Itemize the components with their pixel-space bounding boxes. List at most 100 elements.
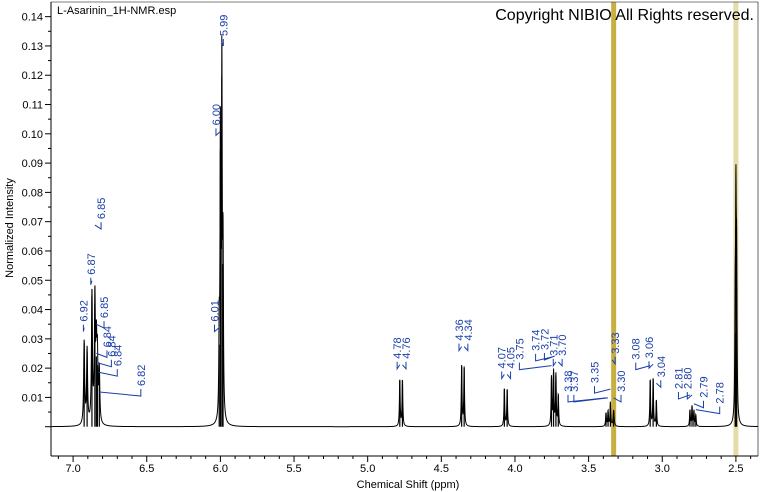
peak-label: 3.35 xyxy=(590,362,602,383)
peak-label: 2.80 xyxy=(682,368,694,389)
peak-label: 4.36 xyxy=(454,319,466,340)
x-axis-label: Chemical Shift (ppm) xyxy=(357,479,460,491)
peak-label-leader xyxy=(98,369,118,377)
peak-label: 6.85 xyxy=(96,198,108,219)
x-tick-label: 3.5 xyxy=(581,463,596,475)
peak-label: 3.72 xyxy=(539,329,551,350)
chart-title: L-Asarinin_1H-NMR.esp xyxy=(57,5,176,17)
x-tick-label: 2.5 xyxy=(728,463,743,475)
peak-label: 4.78 xyxy=(392,337,404,358)
peak-label: 3.70 xyxy=(557,334,569,355)
peak-label-leader xyxy=(97,359,112,368)
x-tick-label: 6.0 xyxy=(213,463,228,475)
peak-label: 2.81 xyxy=(673,368,685,389)
y-tick-label: 0.07 xyxy=(22,217,43,229)
peak-label: 3.30 xyxy=(616,370,628,391)
peak-label-leader xyxy=(82,324,85,332)
y-tick-label: 0.08 xyxy=(22,187,43,199)
peak-label-leader xyxy=(557,358,563,368)
peak-label: 2.79 xyxy=(699,376,711,397)
peak-label: 3.74 xyxy=(531,329,543,350)
spectrum-line xyxy=(51,35,759,428)
peak-label: 6.84 xyxy=(106,335,118,356)
peak-label-leader xyxy=(635,362,651,371)
peak-label-leader xyxy=(90,277,93,285)
x-tick-label: 3.0 xyxy=(655,463,670,475)
peak-label: 6.00 xyxy=(211,104,223,125)
peak-label-leader xyxy=(94,222,102,230)
peak-label-leader xyxy=(215,128,221,137)
peak-label-leader xyxy=(594,386,611,394)
peak-label-leader xyxy=(518,362,552,371)
y-tick-label: 0.06 xyxy=(22,246,43,258)
y-tick-label: 0.04 xyxy=(22,305,43,317)
peak-label: 6.87 xyxy=(86,253,98,274)
peak-label: 6.84 xyxy=(112,345,124,366)
x-tick-label: 5.5 xyxy=(286,463,301,475)
peak-label: 3.38 xyxy=(563,370,575,391)
peak-label-leader xyxy=(693,400,705,409)
peak-label-leader xyxy=(573,394,609,403)
y-tick-label: 0.13 xyxy=(22,41,43,53)
peak-label: 2.78 xyxy=(715,382,727,403)
x-ticks: 7.0 6.5 6.0 5.5 5.0 4.5 4.0 3.5 3.0 2.5 xyxy=(57,456,752,475)
peak-label: 3.37 xyxy=(569,370,581,391)
x-tick-label: 5.0 xyxy=(360,463,375,475)
peak-label: 3.71 xyxy=(548,334,560,355)
peak-label-leader xyxy=(99,389,142,397)
y-tick-label: 0.03 xyxy=(22,334,43,346)
peak-label-leader xyxy=(686,391,693,401)
peak-label: 6.82 xyxy=(136,365,148,386)
peak-label-leader xyxy=(656,380,662,389)
x-tick-label: 6.5 xyxy=(139,463,154,475)
peak-label-leader xyxy=(221,39,224,47)
y-tick-label: 0.12 xyxy=(22,70,43,82)
peak-label: 6.92 xyxy=(78,300,90,321)
copyright-notice: Copyright NIBIO All Rights reserved. xyxy=(495,7,754,24)
peak-label-leader xyxy=(213,324,220,333)
x-tick-label: 4.0 xyxy=(507,463,522,475)
peak-label-leader xyxy=(543,352,555,361)
solvent-band xyxy=(611,2,617,456)
peak-label: 4.07 xyxy=(497,347,509,368)
x-tick-label: 7.0 xyxy=(65,463,80,475)
peak-label-leader xyxy=(458,343,463,353)
peak-label-leader xyxy=(611,356,616,366)
peak-label-leader xyxy=(96,350,108,359)
axes xyxy=(50,1,759,457)
peak-label-leader xyxy=(501,371,505,381)
peak-labels: 6.92 6.87 6.85 6.85 6.846.846.84 6.82 6.01 6.00… xyxy=(78,15,727,415)
peak-label: 3.06 xyxy=(644,337,656,358)
peak-label-leader xyxy=(695,406,721,415)
peak-label-leader xyxy=(648,361,654,370)
y-tick-label: 0.01 xyxy=(22,392,43,404)
peak-label: 4.34 xyxy=(463,319,475,340)
peak-label-leader xyxy=(463,343,469,352)
peak-label: 6.85 xyxy=(99,297,111,318)
peak-label: 5.99 xyxy=(218,15,230,36)
peak-label-leader xyxy=(535,353,553,362)
peak-label-leader xyxy=(402,361,407,371)
peak-label: 4.05 xyxy=(506,347,518,368)
y-ticks: 0.01 0.02 0.03 0.04 0.05 0.06 0.07 0.08 0.09 0.10… xyxy=(22,12,51,428)
peak-label: 6.84 xyxy=(102,326,114,347)
y-tick-label: 0.14 xyxy=(22,12,43,24)
peak-label: 3.75 xyxy=(514,338,526,359)
peak-label-leader xyxy=(396,361,401,371)
peak-label: 6.01 xyxy=(209,300,221,321)
peak-label: 3.33 xyxy=(610,332,622,353)
peak-label: 4.76 xyxy=(401,337,413,358)
peak-label: 3.08 xyxy=(631,338,643,359)
y-tick-label: 0.10 xyxy=(22,129,43,141)
peak-label-leader xyxy=(506,371,512,380)
y-axis-label: Normalized Intensity xyxy=(4,178,16,278)
peak-label: 3.04 xyxy=(656,356,668,377)
peak-label-leader xyxy=(677,391,691,400)
x-tick-label: 4.5 xyxy=(434,463,449,475)
peak-label-leader xyxy=(613,394,622,403)
y-tick-label: 0.05 xyxy=(22,275,43,287)
peak-label-leader xyxy=(95,321,105,329)
y-tick-label: 0.11 xyxy=(22,100,43,112)
y-tick-label: 0.02 xyxy=(22,363,43,375)
